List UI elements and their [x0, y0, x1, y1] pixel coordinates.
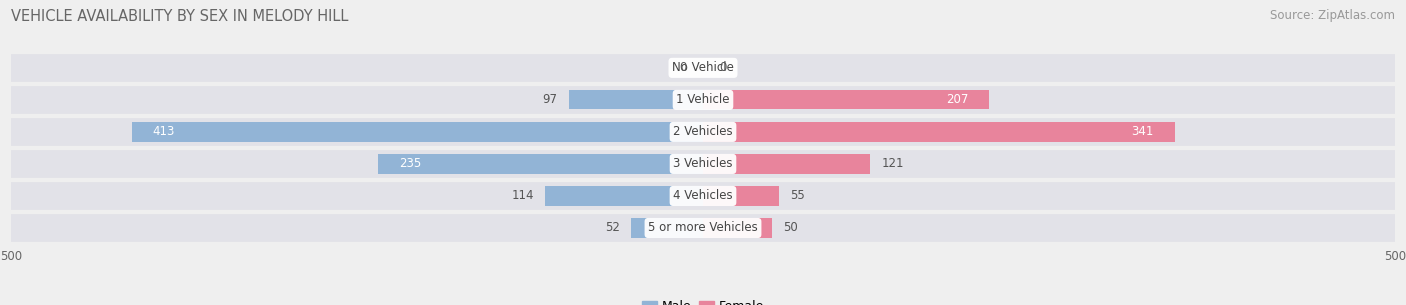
- Bar: [703, 122, 1175, 142]
- Text: 121: 121: [882, 157, 904, 170]
- Text: Source: ZipAtlas.com: Source: ZipAtlas.com: [1270, 9, 1395, 22]
- Bar: [11, 213, 1395, 243]
- Bar: [703, 218, 772, 238]
- Bar: [11, 117, 1395, 147]
- Bar: [11, 181, 1395, 211]
- Bar: [703, 186, 779, 206]
- Bar: [703, 154, 870, 174]
- Legend: Male, Female: Male, Female: [637, 296, 769, 305]
- Text: 207: 207: [946, 93, 969, 106]
- Text: 0: 0: [720, 61, 727, 74]
- Bar: [132, 122, 703, 142]
- Text: VEHICLE AVAILABILITY BY SEX IN MELODY HILL: VEHICLE AVAILABILITY BY SEX IN MELODY HI…: [11, 9, 349, 24]
- Text: 50: 50: [783, 221, 799, 235]
- Text: 114: 114: [512, 189, 534, 203]
- Text: 5 or more Vehicles: 5 or more Vehicles: [648, 221, 758, 235]
- Bar: [569, 90, 703, 109]
- Text: 3 Vehicles: 3 Vehicles: [673, 157, 733, 170]
- Text: 55: 55: [790, 189, 804, 203]
- Text: 413: 413: [152, 125, 174, 138]
- Text: 2 Vehicles: 2 Vehicles: [673, 125, 733, 138]
- Bar: [11, 85, 1395, 115]
- Bar: [546, 186, 703, 206]
- Text: 52: 52: [605, 221, 620, 235]
- Text: 235: 235: [399, 157, 420, 170]
- Bar: [703, 90, 990, 109]
- Bar: [11, 53, 1395, 83]
- Text: 97: 97: [543, 93, 558, 106]
- Text: No Vehicle: No Vehicle: [672, 61, 734, 74]
- Text: 341: 341: [1132, 125, 1154, 138]
- Bar: [631, 218, 703, 238]
- Bar: [378, 154, 703, 174]
- Text: 1 Vehicle: 1 Vehicle: [676, 93, 730, 106]
- Text: 4 Vehicles: 4 Vehicles: [673, 189, 733, 203]
- Bar: [11, 149, 1395, 179]
- Text: 0: 0: [679, 61, 686, 74]
